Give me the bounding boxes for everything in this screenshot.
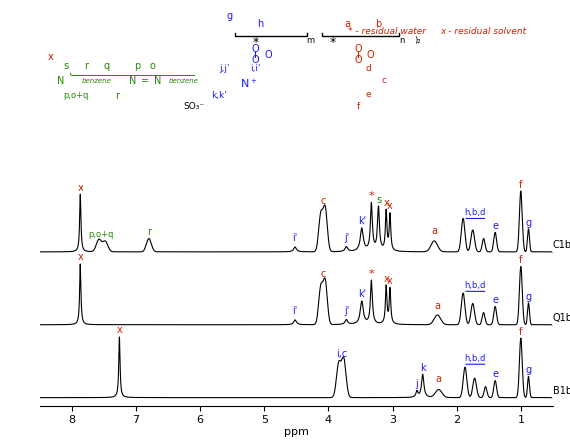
Text: j: j [416,379,418,389]
Text: r: r [115,91,119,101]
Text: O: O [367,50,374,60]
Text: x: x [78,183,83,193]
Text: benzene: benzene [82,78,111,84]
Text: N: N [241,79,249,89]
Text: r: r [147,227,151,237]
Text: O: O [354,44,362,54]
Text: e: e [492,221,498,231]
Text: k: k [420,363,426,373]
Text: g: g [227,11,233,21]
Text: i': i' [292,306,298,316]
Text: x: x [387,202,393,212]
Text: N: N [129,76,136,86]
Text: g: g [526,365,532,375]
Text: g: g [526,217,532,228]
Text: s: s [376,194,381,205]
Text: i,c: i,c [336,349,347,359]
Text: x: x [383,274,389,284]
Text: h,b,d: h,b,d [465,354,486,363]
Text: O: O [251,44,259,54]
Text: *: * [369,269,374,279]
Text: h,b,d: h,b,d [465,209,486,217]
Text: p,o+q: p,o+q [63,91,88,100]
Text: f: f [356,102,360,111]
Text: c: c [321,196,326,206]
Text: a: a [345,19,351,29]
Text: C1b: C1b [552,240,570,250]
Text: h,b,d: h,b,d [465,281,486,290]
Text: benzene: benzene [169,78,198,84]
Text: a: a [435,374,442,385]
Text: SO₃⁻: SO₃⁻ [183,102,205,111]
Text: e: e [492,295,498,305]
Text: j,j': j,j' [219,64,230,73]
Text: N: N [57,76,64,86]
Text: k': k' [358,289,366,299]
Text: B1b: B1b [552,385,570,396]
Text: f: f [519,327,523,337]
Text: q: q [104,61,109,71]
Text: r: r [84,61,88,71]
Text: e: e [492,370,498,379]
Text: f: f [519,255,523,265]
Text: O: O [264,50,272,60]
Text: N: N [154,76,161,86]
Text: o: o [150,61,156,71]
Text: a: a [434,300,441,310]
Text: =: = [141,76,149,86]
Text: h: h [258,19,263,29]
Text: i': i' [292,233,298,243]
Text: *: * [369,191,374,201]
Text: a: a [431,226,437,236]
Text: m: m [307,36,315,45]
Text: )₂: )₂ [414,36,421,45]
Text: d: d [365,64,371,73]
Text: Q1b: Q1b [552,313,570,323]
Text: j': j' [344,233,349,243]
Text: c: c [321,269,326,279]
Text: g: g [526,292,532,302]
Text: c: c [381,76,386,85]
Text: * - residual water: * - residual water [348,27,426,36]
Text: x: x [387,276,393,286]
Text: n: n [399,36,404,45]
Text: +: + [250,78,256,84]
Text: p: p [135,61,140,71]
Text: x: x [116,325,123,335]
Text: b: b [376,19,381,29]
Text: O: O [251,55,259,65]
Text: p,o+q: p,o+q [88,230,113,239]
Text: s: s [63,61,68,71]
Text: *: * [329,36,335,49]
Text: k,k': k,k' [211,91,227,100]
Text: x: x [47,52,53,62]
Text: *: * [253,36,258,49]
Text: j': j' [344,306,349,316]
Text: x - residual solvent: x - residual solvent [440,27,526,36]
X-axis label: ppm: ppm [284,427,309,437]
Text: i,i': i,i' [250,64,260,73]
Text: k': k' [358,216,366,226]
Text: x: x [383,198,389,208]
Text: e: e [365,90,371,99]
Text: O: O [354,55,362,65]
Text: x: x [78,252,83,262]
Text: f: f [519,180,523,190]
